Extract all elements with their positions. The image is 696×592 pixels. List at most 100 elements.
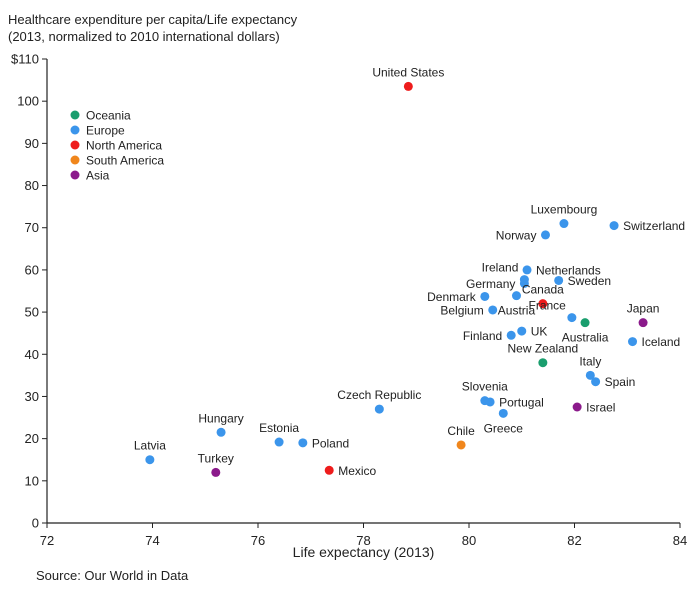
data-label: Japan [627, 302, 660, 316]
y-tick-label: 90 [25, 136, 39, 151]
x-tick-label: 78 [356, 533, 370, 548]
x-tick-label: 80 [462, 533, 476, 548]
legend-label: South America [86, 154, 164, 168]
x-tick-label: 82 [567, 533, 581, 548]
data-label: Norway [496, 228, 537, 242]
y-tick-label: 30 [25, 389, 39, 404]
data-point [538, 299, 548, 309]
data-label: Denmark [427, 290, 477, 304]
data-label: Spain [605, 375, 636, 389]
data-point [591, 377, 601, 387]
data-label: Turkey [198, 451, 234, 465]
data-label: United States [372, 65, 444, 79]
y-tick-label: 0 [32, 516, 39, 531]
data-point [216, 427, 226, 437]
data-point [274, 437, 284, 447]
chart-title-line-1: Healthcare expenditure per capita/Life e… [8, 12, 298, 27]
data-label: Latvia [134, 439, 166, 453]
legend-label: Europe [86, 124, 125, 138]
legend-marker [70, 110, 80, 120]
y-tick-label: 20 [25, 431, 39, 446]
legend-label: North America [86, 139, 162, 153]
data-label: Hungary [198, 411, 243, 425]
data-label: Iceland [642, 335, 681, 349]
x-tick-label: 84 [673, 533, 687, 548]
data-point [298, 438, 308, 448]
data-label: Mexico [338, 464, 376, 478]
data-label: Sweden [568, 274, 611, 288]
x-tick-label: 72 [40, 533, 54, 548]
data-label: Chile [447, 424, 475, 438]
chart-title-line-2: (2013, normalized to 2010 international … [8, 29, 280, 44]
data-label: Canada [522, 283, 564, 297]
y-tick-label: 10 [25, 473, 39, 488]
data-label: Australia [562, 331, 609, 345]
y-tick-label: 80 [25, 178, 39, 193]
data-point [485, 397, 495, 407]
data-label: Luxembourg [531, 203, 598, 217]
x-axis-label: Life expectancy (2013) [293, 544, 435, 560]
y-tick-label: 60 [25, 262, 39, 277]
data-point [628, 337, 638, 347]
data-label: Belgium [440, 303, 483, 317]
data-point [498, 408, 508, 418]
data-point [211, 467, 221, 477]
data-label: Switzerland [623, 219, 685, 233]
chart-title: Healthcare expenditure per capita/Life e… [8, 11, 297, 45]
legend-label: Asia [86, 169, 110, 183]
x-tick-label: 76 [251, 533, 265, 548]
data-point [506, 330, 516, 340]
data-point [609, 221, 619, 231]
axes: 0 10 20 30 40 50 60 70 80 90 100 $110 72 74 76 78 80 82 84 [11, 52, 687, 549]
data-point [403, 81, 413, 91]
legend-marker [70, 155, 80, 165]
y-tick-label: $110 [11, 52, 39, 67]
data-point [522, 265, 532, 275]
data-label: France [529, 299, 567, 313]
y-tick-label: 50 [25, 305, 39, 320]
y-tick-label: 100 [17, 94, 39, 109]
data-label: Italy [579, 354, 601, 368]
source-note: Source: Our World in Data [36, 568, 189, 583]
data-label: Poland [312, 436, 349, 450]
data-label: Finland [463, 329, 502, 343]
legend-label: Oceania [86, 109, 131, 123]
legend-marker [70, 140, 80, 150]
data-point [540, 230, 550, 240]
data-point [585, 370, 595, 380]
legend-marker [70, 125, 80, 135]
data-label: Austria [498, 304, 536, 318]
data-point [554, 275, 564, 285]
data-point [638, 318, 648, 328]
data-label: Israel [586, 401, 615, 415]
data-label: Ireland [482, 261, 519, 275]
data-point [511, 291, 521, 301]
data-point [374, 404, 384, 414]
data-label: Estonia [259, 421, 299, 435]
x-tick-label: 74 [145, 533, 159, 548]
data-label: Netherlands [536, 263, 601, 277]
legend-marker [70, 170, 80, 180]
y-tick-label: 40 [25, 347, 39, 362]
data-point [145, 455, 155, 465]
data-point [519, 278, 529, 288]
data-label: UK [531, 325, 548, 339]
data-point [572, 402, 582, 412]
data-point [480, 291, 490, 301]
data-label: Slovenia [462, 380, 508, 394]
data-label: Greece [484, 421, 524, 435]
data-point [567, 313, 577, 323]
y-tick-label: 70 [25, 220, 39, 235]
data-label: Czech Republic [337, 388, 421, 402]
data-labels: United States Luxembourg Switzerland Norway… [134, 65, 685, 477]
data-label: New Zealand [507, 342, 578, 356]
data-label: Germany [466, 277, 515, 291]
data-point [456, 440, 466, 450]
data-label: Portugal [499, 395, 544, 409]
data-point [580, 318, 590, 328]
data-point [324, 465, 334, 475]
data-point [559, 219, 569, 229]
data-point [538, 358, 548, 368]
